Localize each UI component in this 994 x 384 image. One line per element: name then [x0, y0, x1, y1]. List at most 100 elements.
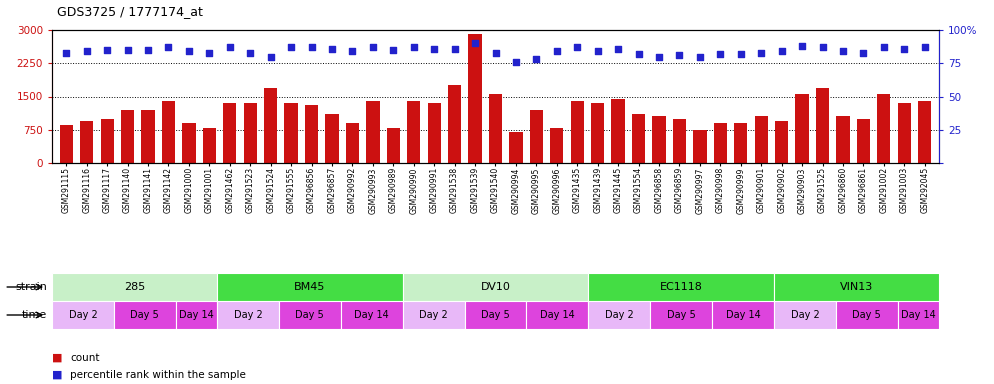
Bar	[898, 103, 911, 163]
Text: GDS3725 / 1777174_at: GDS3725 / 1777174_at	[57, 5, 203, 18]
Bar	[550, 127, 564, 163]
Bar	[387, 127, 400, 163]
Text: Day 5: Day 5	[667, 310, 696, 320]
Bar	[408, 101, 420, 163]
Bar	[203, 127, 216, 163]
Bar	[571, 101, 583, 163]
Text: VIN13: VIN13	[840, 282, 873, 292]
Point	[487, 50, 503, 56]
Bar	[877, 94, 891, 163]
Point	[140, 47, 156, 53]
Point	[856, 50, 872, 56]
Bar	[774, 273, 939, 301]
Bar	[284, 103, 298, 163]
Point	[345, 48, 361, 55]
Point	[406, 44, 421, 50]
Bar	[857, 119, 870, 163]
Point	[426, 46, 442, 52]
Bar	[176, 301, 217, 329]
Bar	[588, 301, 650, 329]
Text: strain: strain	[15, 282, 47, 292]
Text: Day 5: Day 5	[130, 310, 159, 320]
Text: Day 2: Day 2	[69, 310, 97, 320]
Point	[672, 52, 688, 58]
Bar	[735, 123, 747, 163]
Bar	[816, 88, 829, 163]
Bar	[403, 273, 588, 301]
Bar	[264, 88, 277, 163]
Point	[651, 53, 667, 60]
Point	[630, 51, 646, 57]
Bar	[464, 301, 527, 329]
Point	[733, 51, 748, 57]
Bar	[673, 119, 686, 163]
Bar	[527, 301, 588, 329]
Point	[303, 44, 319, 50]
Point	[589, 48, 605, 55]
Point	[446, 46, 462, 52]
Text: DV10: DV10	[480, 282, 511, 292]
Text: BM45: BM45	[294, 282, 326, 292]
Bar	[775, 121, 788, 163]
Bar	[279, 301, 341, 329]
Point	[570, 44, 585, 50]
Bar	[693, 130, 707, 163]
Point	[243, 50, 258, 56]
Bar	[448, 85, 461, 163]
Point	[916, 44, 932, 50]
Bar	[52, 273, 217, 301]
Point	[202, 50, 218, 56]
Bar	[346, 123, 359, 163]
Bar	[217, 301, 279, 329]
Point	[222, 44, 238, 50]
Bar	[341, 301, 403, 329]
Point	[161, 44, 177, 50]
Point	[508, 59, 524, 65]
Bar	[403, 301, 464, 329]
Point	[549, 48, 565, 55]
Bar	[114, 301, 176, 329]
Bar	[100, 119, 114, 163]
Point	[814, 44, 830, 50]
Bar	[774, 301, 836, 329]
Text: Day 5: Day 5	[853, 310, 881, 320]
Text: Day 2: Day 2	[605, 310, 633, 320]
Point	[794, 43, 810, 49]
Text: Day 2: Day 2	[419, 310, 448, 320]
Point	[753, 50, 769, 56]
Point	[79, 48, 94, 55]
Bar	[224, 103, 237, 163]
Point	[773, 48, 789, 55]
Text: ■: ■	[52, 353, 63, 363]
Point	[119, 47, 135, 53]
Bar	[427, 103, 440, 163]
Text: Day 5: Day 5	[481, 310, 510, 320]
Text: 285: 285	[124, 282, 145, 292]
Bar	[81, 121, 93, 163]
Bar	[650, 301, 712, 329]
Point	[835, 48, 851, 55]
Point	[897, 46, 912, 52]
Text: Day 5: Day 5	[295, 310, 324, 320]
Bar	[217, 273, 403, 301]
Text: Day 14: Day 14	[179, 310, 214, 320]
Point	[876, 44, 892, 50]
Bar	[121, 110, 134, 163]
Bar	[52, 301, 114, 329]
Point	[386, 47, 402, 53]
Text: EC1118: EC1118	[660, 282, 703, 292]
Bar	[632, 114, 645, 163]
Point	[99, 47, 115, 53]
Bar	[468, 35, 482, 163]
Bar	[714, 123, 727, 163]
Point	[365, 44, 381, 50]
Text: Day 2: Day 2	[790, 310, 819, 320]
Point	[467, 40, 483, 46]
Text: Day 14: Day 14	[354, 310, 389, 320]
Bar	[591, 103, 604, 163]
Bar	[509, 132, 523, 163]
Point	[262, 53, 278, 60]
Bar	[305, 105, 318, 163]
Bar	[588, 273, 774, 301]
Point	[610, 46, 626, 52]
